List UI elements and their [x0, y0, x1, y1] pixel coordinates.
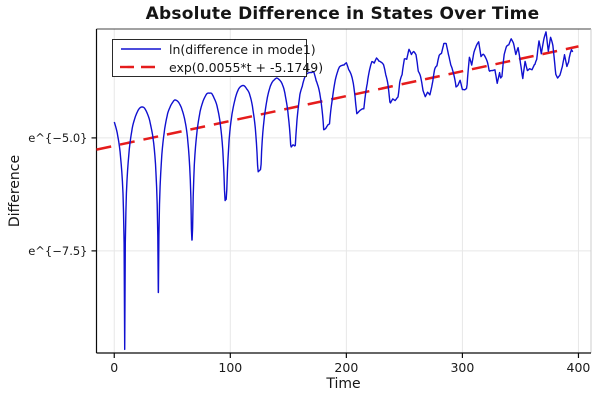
chart-title: Absolute Difference in States Over Time	[145, 4, 540, 24]
series-ln-difference-line	[113, 31, 574, 351]
x-tick-label: 100	[218, 360, 242, 375]
legend-solid-line-sample	[121, 48, 161, 50]
y-tick-label: e^{−5.0}	[28, 131, 87, 145]
y-axis-label: Difference	[7, 154, 23, 228]
x-tick-label: 300	[450, 360, 474, 375]
legend-label-exp-fit: exp(0.0055*t + -5.1749)	[169, 59, 324, 75]
x-tick-label: 0	[110, 360, 118, 375]
legend-row: ln(difference in mode1)	[113, 40, 316, 58]
legend: ln(difference in mode1) exp(0.0055*t + -…	[112, 39, 323, 77]
y-tick-label: e^{−7.5}	[28, 244, 87, 258]
legend-row: exp(0.0055*t + -5.1749)	[113, 58, 323, 76]
legend-label-ln-difference: ln(difference in mode1)	[169, 41, 316, 57]
series-exp-fit-line	[96, 45, 579, 151]
legend-dashed-line-sample	[120, 65, 162, 69]
x-tick-label: 400	[567, 360, 591, 375]
x-tick-label: 200	[334, 360, 358, 375]
x-axis-label: Time	[326, 376, 361, 392]
